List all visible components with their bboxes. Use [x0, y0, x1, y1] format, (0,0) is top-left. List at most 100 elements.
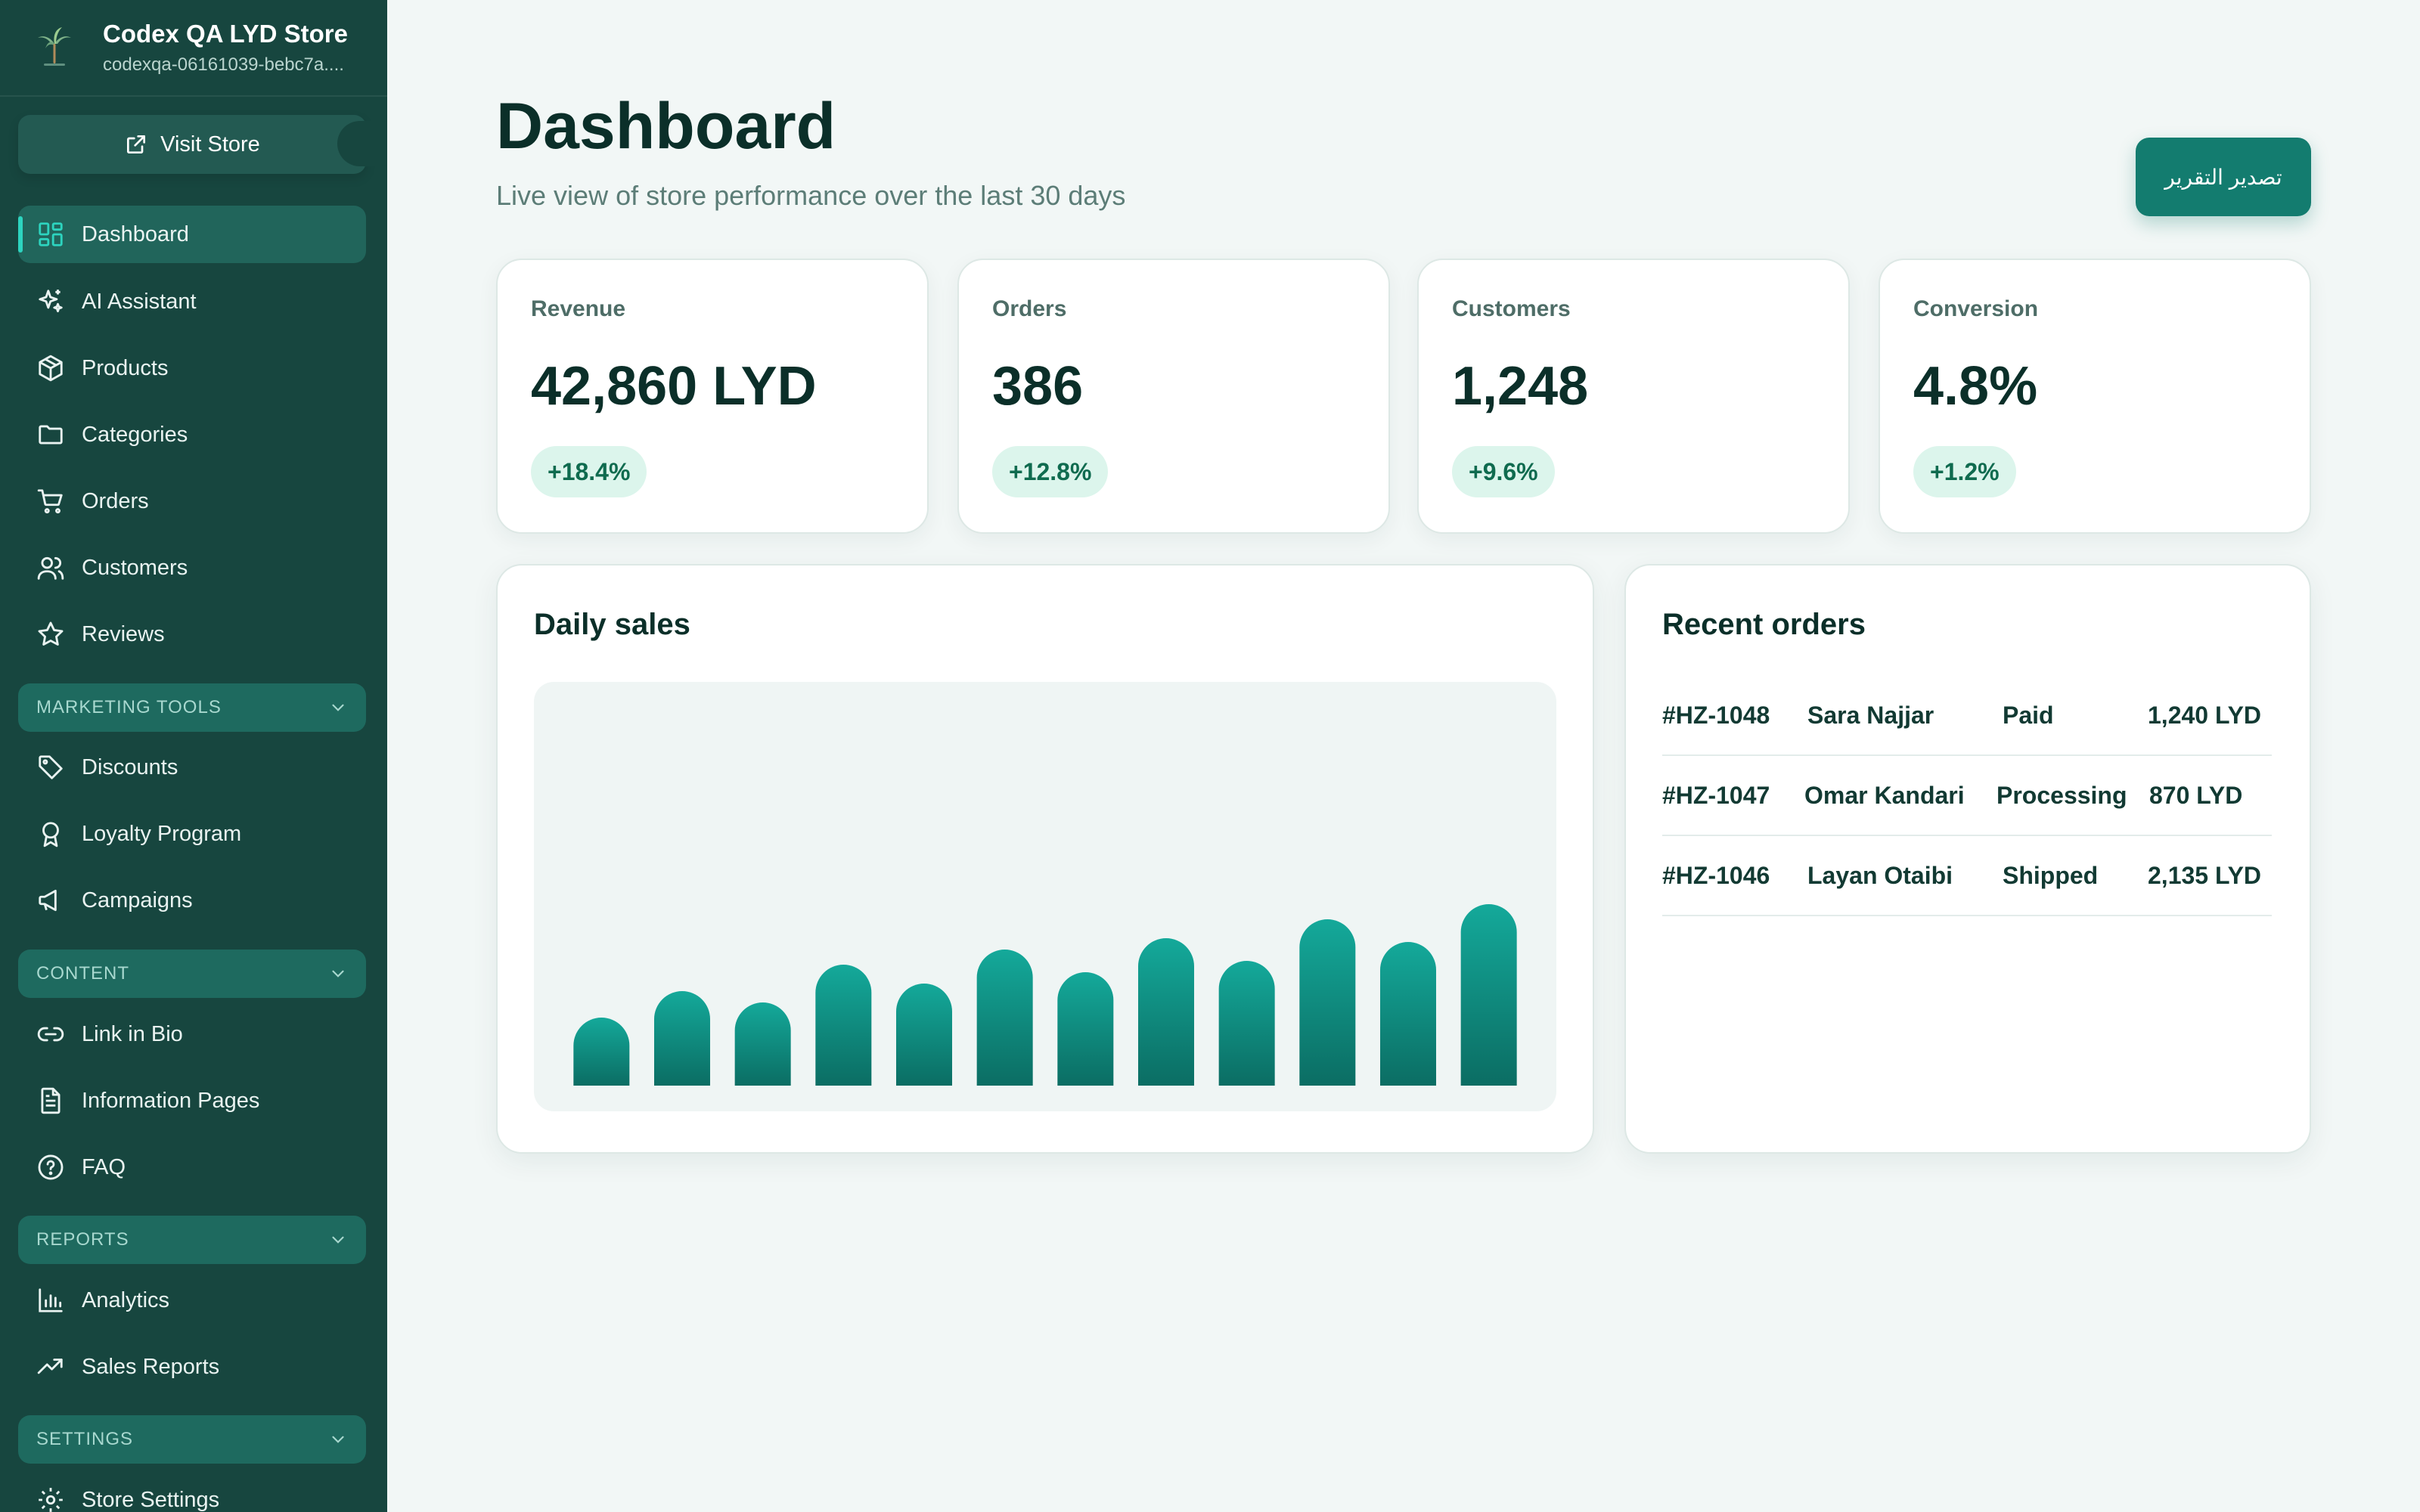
sidebar-item-categories[interactable]: Categories [18, 406, 366, 463]
recent-orders-card: Recent orders #HZ-1048 Sara Najjar Paid … [1624, 564, 2311, 1154]
kpi-card-revenue: Revenue 42,860 LYD +18.4% [496, 259, 929, 534]
sidebar-item-label: Orders [82, 488, 149, 513]
grid-icon [39, 222, 63, 246]
order-row[interactable]: #HZ-1048 Sara Najjar Paid 1,240 LYD [1662, 676, 2272, 756]
gear-icon [39, 1488, 63, 1512]
kpi-card-orders: Orders 386 +12.8% [957, 259, 1390, 534]
sidebar-item-analytics[interactable]: Analytics [18, 1272, 366, 1329]
sidebar-item-campaigns[interactable]: Campaigns [18, 872, 366, 929]
order-amount: 2,135 LYD [2148, 862, 2262, 889]
page-title: Dashboard [496, 90, 836, 163]
kpi-label: Customers [1452, 296, 1571, 321]
order-id: #HZ-1047 [1662, 782, 1770, 809]
visit-store-button[interactable]: Visit Store [18, 115, 366, 174]
order-amount: 870 LYD [2149, 782, 2243, 809]
sidebar-item-label: Analytics [82, 1287, 170, 1312]
folder-icon [39, 425, 63, 445]
sidebar-item-products[interactable]: Products [18, 339, 366, 397]
external-link-icon [127, 135, 146, 153]
section-title: SETTINGS [36, 1429, 134, 1449]
order-row[interactable]: #HZ-1047 Omar Kandari Processing 870 LYD [1662, 756, 2272, 836]
store-slug: codexqa-06161039-bebc7a.... [103, 54, 344, 75]
order-status: Shipped [2003, 862, 2099, 889]
sidebar-item-label: Reviews [82, 621, 165, 646]
sidebar: Codex QA LYD Store codexqa-06161039-bebc… [0, 0, 387, 1512]
kpi-card-conversion: Conversion 4.8% +1.2% [1879, 259, 2311, 534]
daily-sales-chart [534, 682, 1556, 1111]
palm-logo-icon [38, 27, 71, 66]
sidebar-item-label: AI Assistant [82, 289, 197, 314]
document-icon [41, 1087, 60, 1114]
help-circle-icon [38, 1154, 64, 1180]
section-marketing-tools[interactable]: MARKETING TOOLS [18, 683, 366, 732]
sidebar-item-label: Categories [82, 422, 188, 447]
tag-icon [39, 755, 63, 779]
order-status: Processing [1996, 782, 2127, 809]
sidebar-item-label: Discounts [82, 754, 178, 779]
sales-bar [1460, 904, 1517, 1086]
store-name: Codex QA LYD Store [103, 20, 348, 48]
section-content[interactable]: CONTENT [18, 950, 366, 998]
export-report-button[interactable]: تصدير التقرير [2136, 138, 2311, 216]
daily-sales-title: Daily sales [534, 608, 690, 641]
chevron-down-icon [332, 1436, 344, 1443]
sidebar-item-label: Products [82, 355, 169, 380]
section-reports[interactable]: REPORTS [18, 1216, 366, 1264]
chevron-down-icon [332, 970, 344, 978]
chevron-down-icon [332, 704, 344, 711]
kpi-value: 4.8% [1913, 356, 2038, 417]
sales-bar [1380, 942, 1436, 1086]
sales-bar [1299, 919, 1356, 1086]
box-icon [39, 355, 63, 382]
order-row[interactable]: #HZ-1046 Layan Otaibi Shipped 2,135 LYD [1662, 836, 2272, 916]
kpi-delta-badge: +12.8% [992, 446, 1109, 497]
kpi-label: Revenue [531, 296, 626, 321]
sidebar-item-label: Information Pages [82, 1088, 260, 1113]
cart-icon [37, 489, 63, 514]
sidebar-item-label: Store Settings [82, 1487, 220, 1512]
sales-bar [1057, 972, 1114, 1086]
page-subtitle: Live view of store performance over the … [496, 180, 1126, 211]
order-customer: Layan Otaibi [1807, 862, 1953, 889]
kpi-label: Orders [992, 296, 1067, 321]
order-customer: Sara Najjar [1807, 702, 1934, 729]
sidebar-item-store-settings[interactable]: Store Settings [18, 1471, 366, 1512]
sidebar-item-label: Dashboard [82, 222, 189, 246]
sales-bar [573, 1018, 630, 1086]
sidebar-item-faq[interactable]: FAQ [18, 1139, 366, 1196]
sidebar-item-orders[interactable]: Orders [18, 472, 366, 530]
kpi-delta-badge: +1.2% [1913, 446, 2016, 497]
sidebar-item-discounts[interactable]: Discounts [18, 739, 366, 796]
kpi-value: 386 [992, 356, 1084, 417]
megaphone-icon [39, 889, 57, 912]
sidebar-item-label: Campaigns [82, 888, 193, 912]
visit-store-label: Visit Store [160, 132, 260, 156]
sidebar-collapse-toggle[interactable] [337, 121, 387, 166]
daily-sales-card: Daily sales [496, 564, 1594, 1154]
kpi-label: Conversion [1913, 296, 2039, 321]
kpi-card-customers: Customers 1,248 +9.6% [1417, 259, 1850, 534]
kpi-delta-badge: +9.6% [1452, 446, 1555, 497]
kpi-value: 42,860 LYD [531, 356, 817, 417]
sidebar-item-ai-assistant[interactable]: AI Assistant [18, 273, 366, 330]
section-title: CONTENT [36, 963, 129, 984]
sidebar-item-reviews[interactable]: Reviews [18, 606, 366, 663]
store-brand: Codex QA LYD Store codexqa-06161039-bebc… [0, 0, 387, 97]
star-icon [38, 621, 64, 646]
daily-sales-svg [573, 904, 1517, 1086]
sidebar-item-label: Customers [82, 555, 188, 580]
sidebar-item-dashboard[interactable]: Dashboard [18, 206, 366, 263]
kpi-value: 1,248 [1452, 356, 1589, 417]
chevron-down-icon [332, 1236, 344, 1244]
section-title: MARKETING TOOLS [36, 697, 222, 717]
sales-bar [815, 965, 872, 1086]
sidebar-item-label: Loyalty Program [82, 821, 242, 846]
section-settings[interactable]: SETTINGS [18, 1415, 366, 1464]
section-title: REPORTS [36, 1229, 129, 1250]
sidebar-item-loyalty-program[interactable]: Loyalty Program [18, 805, 366, 863]
order-customer: Omar Kandari [1804, 782, 1965, 809]
sidebar-item-information-pages[interactable]: Information Pages [18, 1072, 366, 1129]
sidebar-item-link-in-bio[interactable]: Link in Bio [18, 1005, 366, 1063]
sidebar-item-sales-reports[interactable]: Sales Reports [18, 1338, 366, 1396]
sidebar-item-customers[interactable]: Customers [18, 539, 366, 596]
